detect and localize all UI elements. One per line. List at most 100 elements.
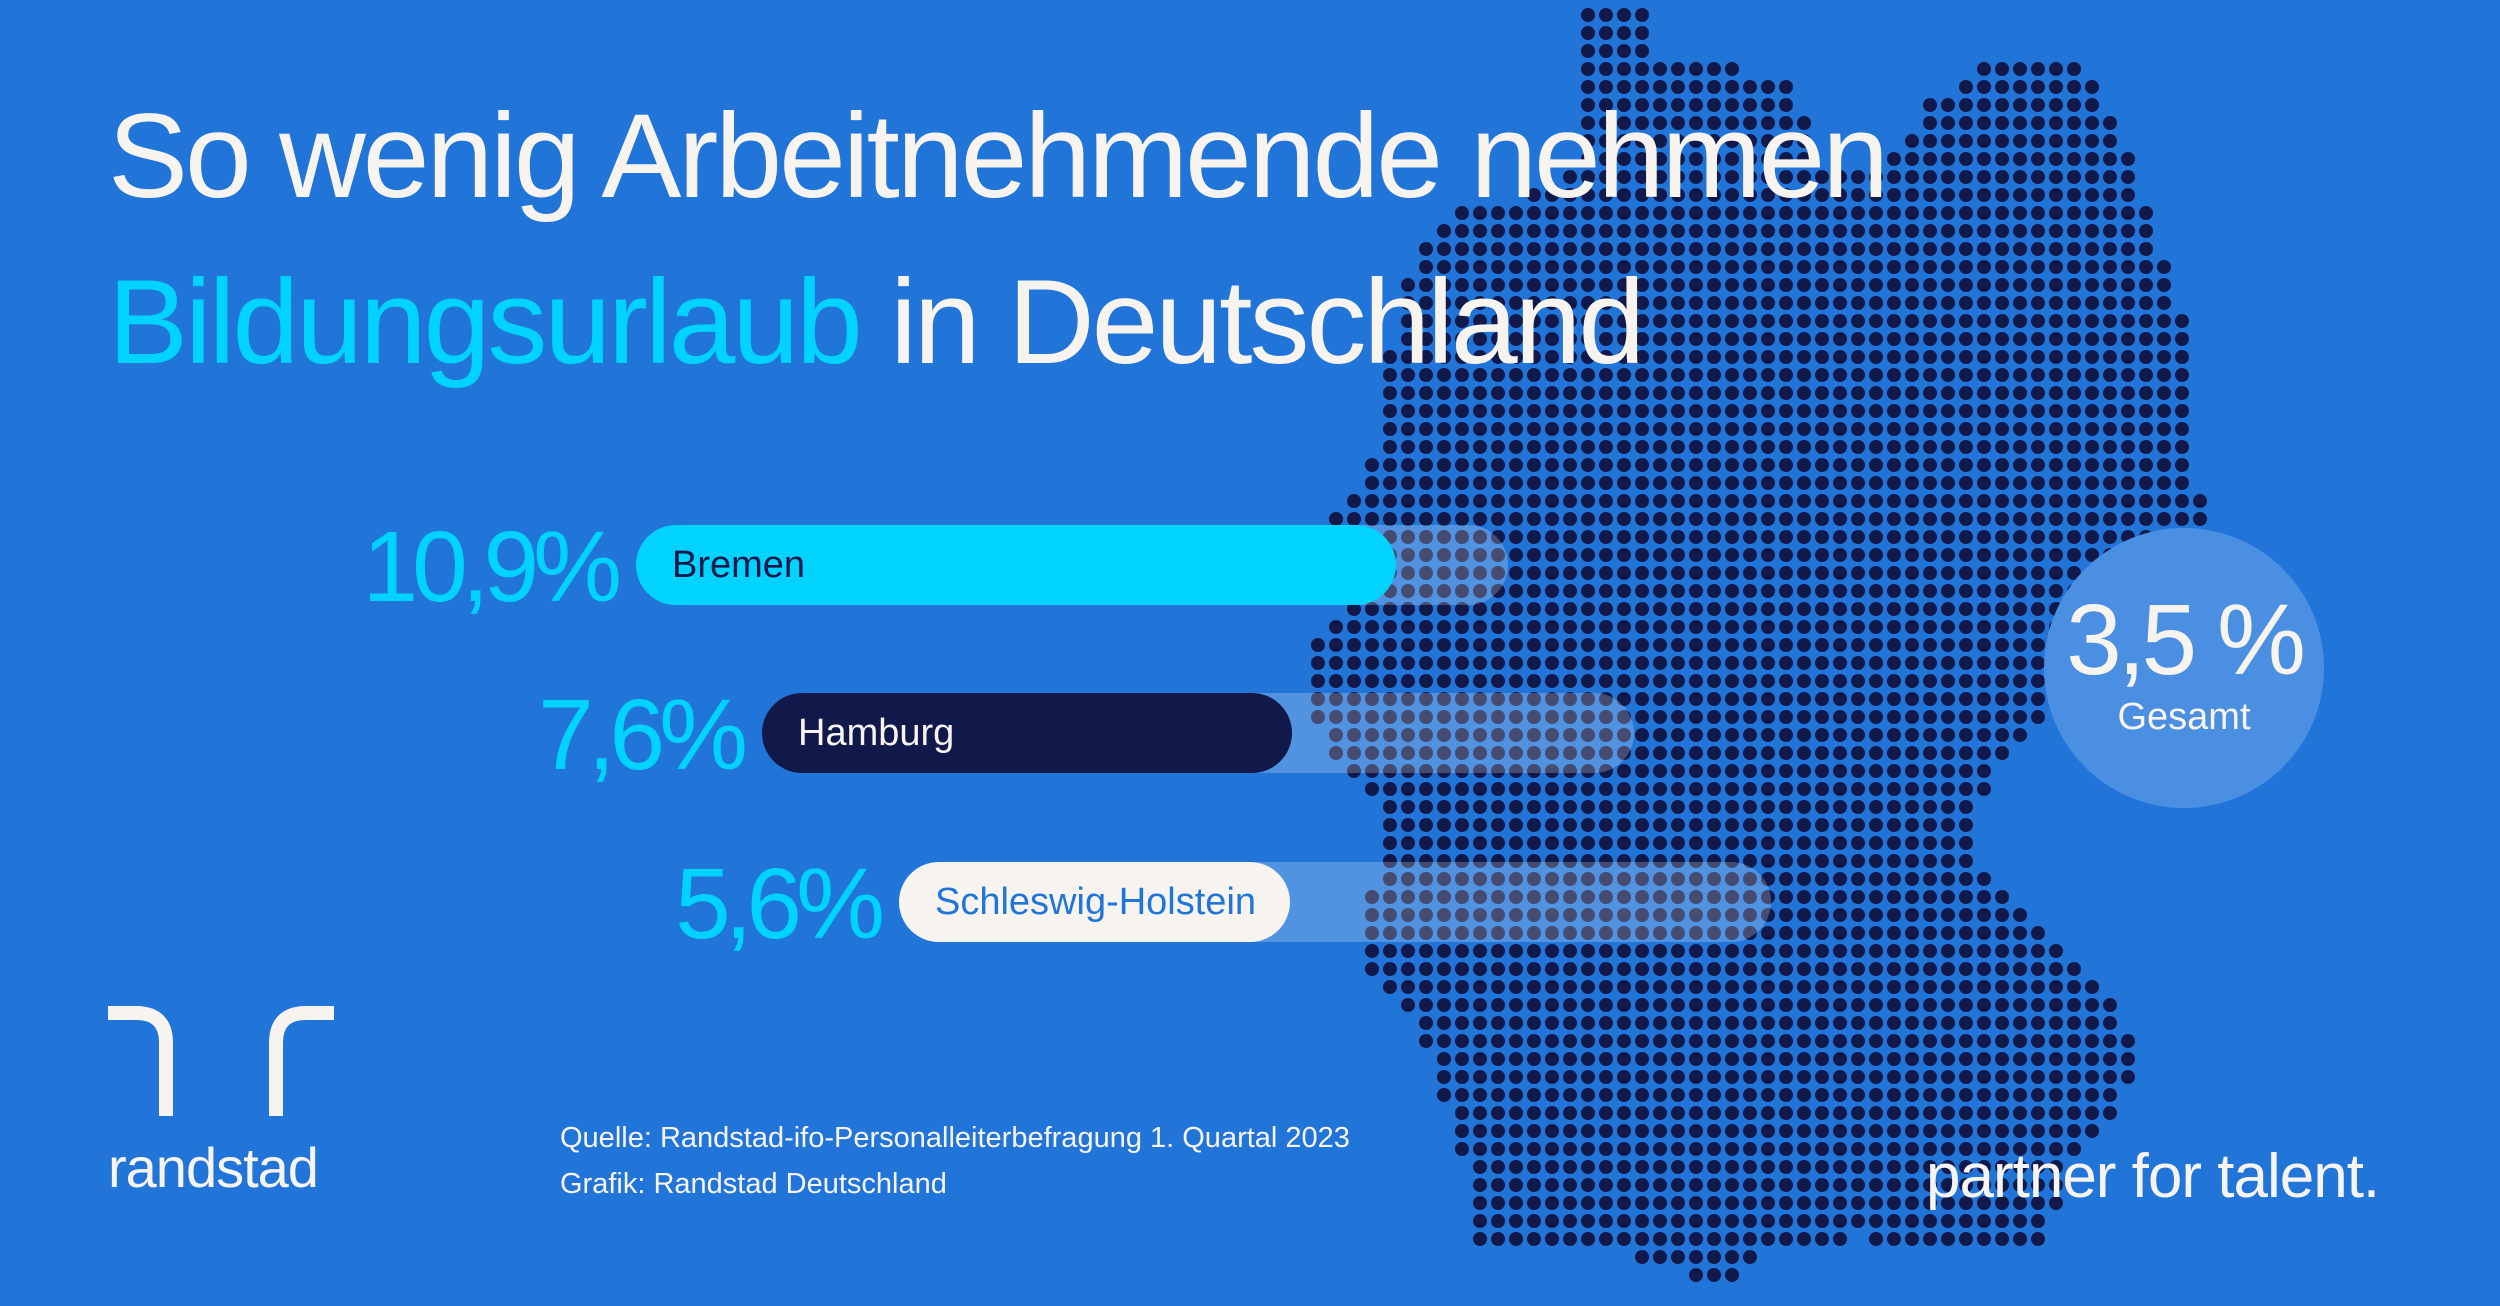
- map-dot: [2067, 242, 2081, 256]
- map-dot: [1743, 1214, 1757, 1228]
- map-dot: [1869, 476, 1883, 490]
- map-dot: [1851, 1088, 1865, 1102]
- map-dot: [1329, 728, 1343, 742]
- map-dot: [1977, 746, 1991, 760]
- map-dot: [1545, 1160, 1559, 1174]
- map-dot: [1707, 458, 1721, 472]
- map-dot: [1581, 1124, 1595, 1138]
- map-dot: [2049, 296, 2063, 310]
- map-dot: [1833, 350, 1847, 364]
- map-dot: [1851, 854, 1865, 868]
- map-dot: [1761, 98, 1775, 112]
- map-dot: [1707, 548, 1721, 562]
- map-dot: [1743, 80, 1757, 94]
- map-dot: [1689, 152, 1703, 166]
- map-dot: [1887, 260, 1901, 274]
- map-dot: [1941, 458, 1955, 472]
- map-dot: [1563, 1196, 1577, 1210]
- map-dot: [1563, 170, 1577, 184]
- map-dot: [1491, 1034, 1505, 1048]
- map-dot: [1455, 836, 1469, 850]
- map-dot: [1815, 800, 1829, 814]
- map-dot: [2067, 494, 2081, 508]
- map-dot: [1707, 602, 1721, 616]
- map-dot: [2031, 962, 2045, 976]
- map-dot: [1833, 656, 1847, 670]
- map-dot: [1473, 962, 1487, 976]
- map-dot: [2139, 224, 2153, 238]
- map-dot: [1689, 890, 1703, 904]
- map-dot: [1653, 260, 1667, 274]
- map-dot: [1473, 422, 1487, 436]
- map-dot: [1887, 422, 1901, 436]
- map-dot: [1977, 764, 1991, 778]
- map-dot: [1491, 458, 1505, 472]
- map-dot: [2175, 476, 2189, 490]
- map-dot: [1563, 368, 1577, 382]
- map-dot: [1527, 638, 1541, 652]
- map-dot: [1923, 440, 1937, 454]
- map-dot: [1869, 512, 1883, 526]
- map-dot: [1473, 1034, 1487, 1048]
- map-dot: [1635, 746, 1649, 760]
- map-dot: [1923, 800, 1937, 814]
- map-dot: [1869, 602, 1883, 616]
- map-dot: [1689, 368, 1703, 382]
- map-dot: [1689, 710, 1703, 724]
- map-dot: [1959, 206, 1973, 220]
- map-dot: [1707, 476, 1721, 490]
- map-dot: [1833, 1178, 1847, 1192]
- map-dot: [1473, 674, 1487, 688]
- map-dot: [1689, 1034, 1703, 1048]
- map-dot: [1797, 980, 1811, 994]
- map-dot: [1707, 314, 1721, 328]
- map-dot: [1671, 746, 1685, 760]
- map-dot: [1635, 458, 1649, 472]
- map-dot: [1617, 1142, 1631, 1156]
- map-dot: [1689, 296, 1703, 310]
- map-dot: [1923, 260, 1937, 274]
- map-dot: [1743, 1232, 1757, 1246]
- map-dot: [1815, 296, 1829, 310]
- map-dot: [1995, 728, 2009, 742]
- map-dot: [1599, 908, 1613, 922]
- map-dot: [1725, 854, 1739, 868]
- map-dot: [1455, 728, 1469, 742]
- map-dot: [1491, 206, 1505, 220]
- map-dot: [1905, 1124, 1919, 1138]
- map-dot: [1779, 512, 1793, 526]
- map-dot: [1905, 1142, 1919, 1156]
- map-dot: [1725, 440, 1739, 454]
- map-dot: [1635, 1250, 1649, 1264]
- map-dot: [1491, 890, 1505, 904]
- map-dot: [1923, 944, 1937, 958]
- source-line: Quelle: Randstad-ifo-Personalleiterbefra…: [560, 1122, 1350, 1154]
- map-dot: [1635, 872, 1649, 886]
- map-dot: [1923, 1160, 1937, 1174]
- map-dot: [1761, 152, 1775, 166]
- map-dot: [1437, 1052, 1451, 1066]
- map-dot: [1383, 458, 1397, 472]
- map-dot: [1689, 656, 1703, 670]
- map-dot: [2031, 638, 2045, 652]
- map-dot: [1923, 1016, 1937, 1030]
- map-dot: [1725, 1196, 1739, 1210]
- map-dot: [1779, 152, 1793, 166]
- map-dot: [1455, 962, 1469, 976]
- map-dot: [2031, 1232, 2045, 1246]
- map-dot: [1995, 260, 2009, 274]
- map-dot: [1743, 116, 1757, 130]
- map-dot: [1545, 728, 1559, 742]
- map-dot: [1887, 332, 1901, 346]
- bar-schleswig-holstein: Schleswig-Holstein: [899, 862, 1290, 942]
- map-dot: [1707, 818, 1721, 832]
- map-dot: [2067, 152, 2081, 166]
- map-dot: [1905, 224, 1919, 238]
- map-dot: [1401, 980, 1415, 994]
- map-dot: [1779, 386, 1793, 400]
- map-dot: [1707, 152, 1721, 166]
- map-dot: [1923, 1232, 1937, 1246]
- map-dot: [1653, 1160, 1667, 1174]
- map-dot: [1689, 980, 1703, 994]
- map-dot: [1689, 1052, 1703, 1066]
